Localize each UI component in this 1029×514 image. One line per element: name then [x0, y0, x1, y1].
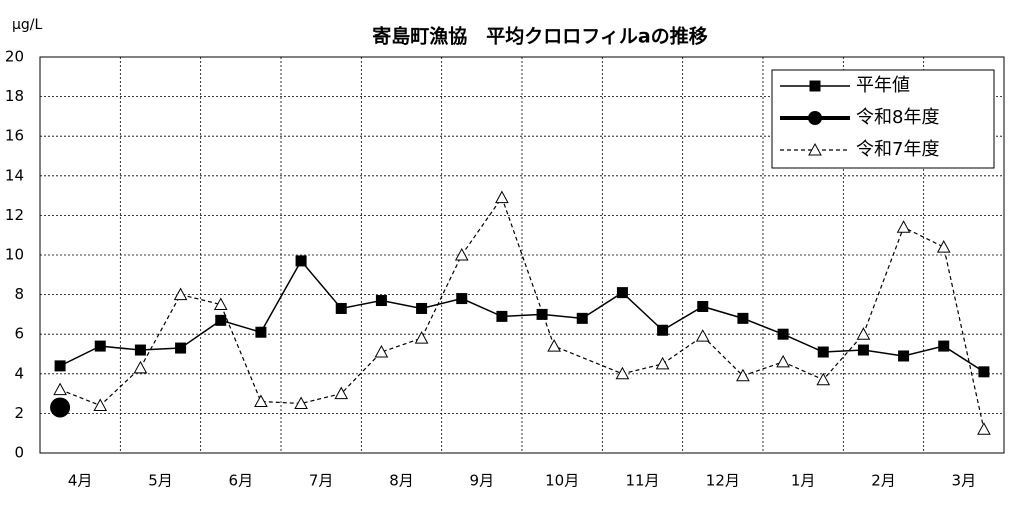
data-point	[616, 287, 628, 299]
legend-label: 令和8年度	[856, 107, 939, 128]
data-point	[496, 310, 508, 322]
data-point	[414, 331, 429, 344]
series-line	[59, 259, 985, 373]
plot-border	[39, 56, 1005, 454]
data-point	[374, 344, 389, 358]
data-point	[657, 324, 669, 336]
y-tick-label: 0	[14, 444, 24, 462]
data-point	[697, 300, 709, 312]
x-tick-label: 4月	[68, 472, 93, 490]
legend-marker	[808, 111, 822, 125]
data-point	[456, 293, 468, 305]
y-tick-label: 14	[5, 166, 24, 184]
data-point	[375, 295, 387, 307]
y-tick-label: 2	[14, 404, 24, 422]
y-tick-label: 18	[5, 87, 24, 105]
x-tick-label: 2月	[871, 472, 896, 490]
chart-title: 寄島町漁協 平均クロロフィルaの推移	[372, 25, 707, 48]
data-point	[977, 422, 991, 435]
data-point	[936, 240, 951, 253]
y-axis-unit: μg/L	[12, 17, 43, 33]
y-tick-label: 20	[5, 48, 24, 66]
data-point	[334, 386, 349, 400]
data-point	[615, 366, 630, 380]
data-point	[173, 287, 188, 301]
data-point	[254, 394, 268, 408]
data-point	[576, 312, 588, 324]
data-point	[93, 398, 108, 411]
x-tick-label: 7月	[309, 472, 334, 490]
data-point	[495, 190, 509, 204]
data-point	[54, 360, 66, 372]
data-point	[94, 340, 106, 352]
data-point	[295, 255, 307, 267]
data-point	[857, 344, 869, 356]
data-point	[255, 326, 267, 338]
data-point	[50, 397, 71, 418]
data-point	[215, 314, 227, 326]
legend-label: 令和7年度	[856, 139, 939, 160]
data-point	[294, 396, 308, 409]
data-point	[856, 327, 871, 340]
data-point	[776, 354, 790, 368]
y-tick-label: 10	[5, 246, 24, 264]
data-point	[213, 297, 228, 310]
x-tick-label: 11月	[625, 472, 659, 490]
data-point	[736, 368, 750, 382]
data-point	[817, 346, 829, 358]
legend-marker	[809, 80, 821, 92]
y-tick-label: 16	[5, 127, 24, 145]
data-point	[978, 366, 990, 378]
legend-label: 平年値	[856, 75, 910, 96]
legend-marker	[808, 142, 822, 156]
data-point	[737, 312, 749, 324]
data-point	[898, 350, 910, 362]
data-point	[416, 302, 428, 314]
data-point	[133, 360, 148, 374]
y-tick-label: 8	[14, 285, 24, 303]
data-point	[335, 302, 347, 314]
data-point	[777, 328, 789, 340]
data-point	[547, 339, 561, 352]
data-point	[695, 329, 710, 342]
x-tick-label: 9月	[470, 472, 495, 490]
data-point	[816, 372, 831, 386]
x-tick-label: 10月	[545, 472, 579, 490]
x-tick-label: 3月	[952, 472, 977, 490]
data-point	[175, 342, 187, 354]
y-tick-label: 6	[14, 325, 24, 343]
y-tick-label: 4	[14, 364, 24, 382]
x-tick-label: 6月	[229, 472, 254, 490]
data-point	[536, 308, 548, 320]
x-tick-label: 5月	[148, 472, 173, 490]
x-tick-label: 8月	[389, 472, 414, 490]
y-tick-label: 12	[5, 206, 24, 224]
data-point	[896, 220, 911, 233]
data-point	[938, 340, 950, 352]
data-point	[655, 356, 670, 370]
data-point	[53, 382, 67, 396]
data-point	[454, 247, 469, 261]
x-tick-label: 1月	[791, 472, 816, 490]
x-tick-label: 12月	[706, 472, 740, 490]
data-point	[134, 344, 146, 356]
